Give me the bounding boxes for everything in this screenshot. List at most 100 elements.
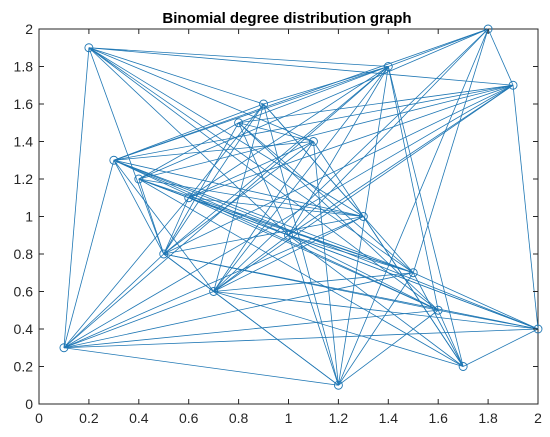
graph-edge-15-18 <box>437 310 464 367</box>
graph-edge-0-17 <box>63 47 90 348</box>
graph-edge-1-7 <box>113 28 489 161</box>
y-axis-ticks: 0 0.2 0.4 0.6 0.8 1 1.2 1.4 1.6 1.8 2 <box>14 21 538 412</box>
graph-edge-3-7 <box>113 84 514 161</box>
x-tick-label: 1.8 <box>478 410 498 426</box>
graph-edge-11-13 <box>288 234 414 274</box>
y-tick-label: 2 <box>25 21 33 37</box>
graph-node-2 <box>383 62 393 71</box>
graph-edge-2-5 <box>238 66 389 124</box>
graph-edge-10-12 <box>163 216 364 255</box>
graph-edge-9-12 <box>163 197 190 255</box>
graph-node-18 <box>458 362 468 371</box>
graph-edge-7-16 <box>113 159 539 330</box>
graph-edge-15-19 <box>338 309 439 386</box>
graph-edge-3-14 <box>213 84 514 292</box>
graph-node-11 <box>284 230 293 240</box>
graph-edge-15-17 <box>63 309 439 349</box>
graph-edge-14-18 <box>213 291 464 367</box>
graph-edge-0-10 <box>88 47 364 217</box>
x-tick-label: 0.2 <box>79 410 99 426</box>
graph-edge-2-18 <box>387 66 464 367</box>
x-tick-label: 1.4 <box>379 410 399 426</box>
graph-edge-11-15 <box>288 234 439 311</box>
graph-edge-1-14 <box>213 28 489 292</box>
graph-edge-10-18 <box>363 216 464 367</box>
graph-edge-0-2 <box>88 47 389 67</box>
graph-node-17 <box>59 343 69 353</box>
graph-node-13 <box>408 268 418 278</box>
graph-node-3 <box>508 80 518 90</box>
graph-node-10 <box>358 212 368 221</box>
graph-edge-0-4 <box>88 47 264 105</box>
graph-edge-13-19 <box>338 272 414 386</box>
graph-edge-0-11 <box>88 47 289 236</box>
graph-edge-7-13 <box>113 159 414 274</box>
graph-edge-16-17 <box>63 328 539 349</box>
graph-edge-10-17 <box>63 216 364 349</box>
graph-edge-11-18 <box>288 234 464 367</box>
graph-edge-14-16 <box>213 291 539 330</box>
graph-edge-9-13 <box>188 197 414 274</box>
graph-edge-17-19 <box>63 347 339 386</box>
graph-edge-1-8 <box>138 28 489 180</box>
graph-node-6 <box>309 137 318 146</box>
graph-edge-7-17 <box>63 160 115 348</box>
graph-edge-6-7 <box>113 141 314 161</box>
y-tick-label: 1.8 <box>14 59 34 75</box>
x-tick-label: 0.4 <box>129 410 149 426</box>
x-tick-label: 1.2 <box>329 410 349 426</box>
graph-edge-12-16 <box>163 253 539 330</box>
graph-edge-7-11 <box>113 159 289 236</box>
graph-node-8 <box>134 174 144 184</box>
y-tick-label: 1.4 <box>14 134 34 150</box>
x-tick-label: 0.8 <box>229 410 249 426</box>
graph-edge-2-14 <box>213 66 389 292</box>
graph-edge-5-12 <box>163 122 239 255</box>
graph-edge-1-13 <box>412 28 489 273</box>
graph-edge-2-12 <box>163 66 389 255</box>
y-tick-label: 0 <box>25 396 33 412</box>
graph-node-15 <box>433 305 443 315</box>
graph-edge-0-3 <box>88 47 514 86</box>
graph-edge-9-10 <box>188 197 364 217</box>
y-tick-label: 1.2 <box>14 171 34 187</box>
graph-edge-1-3 <box>487 28 514 86</box>
x-tick-label: 0 <box>35 410 43 426</box>
x-tick-label: 0.6 <box>179 410 199 426</box>
y-tick-label: 0.2 <box>14 359 34 375</box>
graph-node-12 <box>159 249 169 259</box>
graph-edge-13-16 <box>413 272 539 330</box>
graph-edge-4-9 <box>188 103 264 198</box>
graph-edge-12-17 <box>63 253 165 349</box>
graph-edge-8-12 <box>138 178 165 255</box>
graph-edge-11-19 <box>288 235 339 386</box>
graph-edge-15-16 <box>438 309 539 330</box>
graph-edge-14-19 <box>213 291 339 386</box>
y-tick-label: 0.6 <box>14 284 34 300</box>
graph-edge-9-17 <box>63 197 190 349</box>
graph-edge-6-9 <box>188 141 314 199</box>
graph-edge-4-13 <box>263 103 414 274</box>
graph-node-0 <box>84 43 94 53</box>
graph-edge-0-12 <box>88 47 165 255</box>
graph-edge-7-15 <box>113 159 439 311</box>
graph-node-9 <box>184 193 194 203</box>
graph-edge-4-7 <box>113 103 264 161</box>
graph-node-7 <box>109 155 119 165</box>
x-axis-ticks: 0 0.2 0.4 0.6 0.8 1 1.2 1.4 1.6 1.8 2 <box>35 29 542 426</box>
graph-edge-0-13 <box>88 47 414 274</box>
graph-edge-2-4 <box>263 66 389 105</box>
graph-edge-0-6 <box>88 47 314 142</box>
y-tick-label: 1.6 <box>14 96 34 112</box>
graph-edge-3-16 <box>512 85 539 330</box>
y-tick-label: 0.8 <box>14 246 34 262</box>
graph-edge-2-7 <box>113 66 389 161</box>
x-tick-label: 2 <box>534 410 542 426</box>
x-tick-label: 1.6 <box>428 410 448 426</box>
graph-edge-13-14 <box>213 272 414 292</box>
graph-node-4 <box>259 99 268 109</box>
graph-edge-13-18 <box>412 272 464 367</box>
x-tick-label: 1 <box>285 410 293 426</box>
